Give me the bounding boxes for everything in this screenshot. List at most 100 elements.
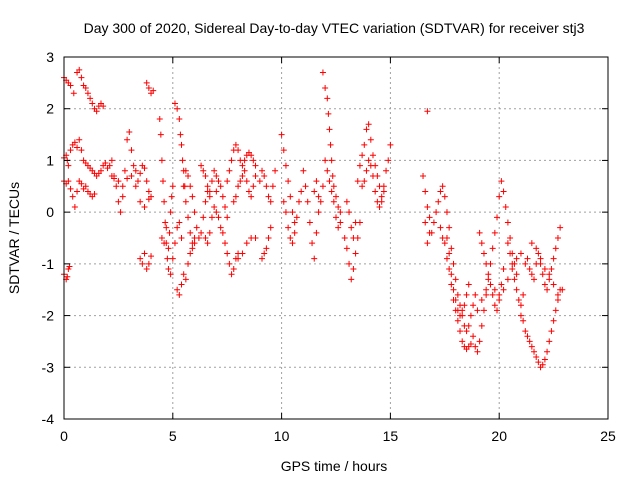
data-point	[128, 172, 135, 179]
data-point	[185, 214, 192, 221]
data-point	[145, 260, 152, 267]
data-point	[496, 297, 503, 304]
data-point	[137, 198, 144, 205]
data-point	[533, 245, 540, 252]
data-point	[383, 167, 390, 174]
data-point	[256, 178, 263, 185]
data-point	[387, 141, 394, 148]
data-point	[228, 157, 235, 164]
data-point	[293, 214, 300, 221]
data-point	[226, 167, 233, 174]
data-point	[156, 116, 163, 123]
y-tick-label: 0	[46, 204, 54, 220]
data-point	[480, 250, 487, 257]
data-point	[250, 183, 257, 190]
data-point	[494, 214, 501, 221]
data-point	[327, 141, 334, 148]
data-point	[148, 253, 155, 260]
data-point	[213, 172, 220, 179]
data-point	[176, 219, 183, 226]
data-point	[250, 157, 257, 164]
data-point	[237, 178, 244, 185]
data-point	[346, 260, 353, 267]
data-point	[219, 193, 226, 200]
y-axis-label: SDTVAR / TECUs	[6, 182, 22, 294]
data-point	[446, 266, 453, 273]
data-point	[424, 240, 431, 247]
data-point	[84, 90, 91, 97]
data-point	[541, 266, 548, 273]
data-point	[467, 312, 474, 319]
data-point	[143, 178, 150, 185]
data-point	[365, 121, 372, 128]
points-layer	[61, 66, 566, 371]
data-point	[450, 260, 457, 267]
data-point	[541, 356, 548, 363]
data-point	[187, 183, 194, 190]
data-point	[164, 255, 171, 262]
data-point	[91, 191, 98, 198]
data-point	[328, 188, 335, 195]
data-point	[182, 198, 189, 205]
data-point	[546, 271, 553, 278]
data-point	[483, 260, 490, 267]
data-point	[367, 136, 374, 143]
data-point	[187, 229, 194, 236]
data-point	[552, 245, 559, 252]
data-point	[65, 162, 72, 169]
data-point	[265, 193, 272, 200]
data-point	[145, 196, 152, 203]
data-point	[380, 183, 387, 190]
data-point	[315, 209, 322, 216]
data-point	[287, 235, 294, 241]
data-point	[554, 291, 561, 298]
data-point	[319, 69, 326, 76]
data-point	[485, 276, 492, 283]
data-point	[554, 235, 561, 241]
data-point	[89, 100, 96, 107]
data-point	[544, 286, 551, 293]
data-point	[248, 193, 255, 200]
data-point	[483, 286, 490, 293]
data-point	[145, 188, 152, 195]
data-point	[376, 203, 383, 210]
data-point	[333, 193, 339, 200]
data-point	[470, 333, 477, 340]
data-point	[139, 260, 146, 267]
data-point	[185, 172, 192, 179]
data-point	[167, 209, 174, 216]
data-point	[535, 359, 542, 366]
data-point	[452, 276, 459, 283]
data-point	[106, 162, 113, 169]
data-point	[215, 214, 222, 221]
data-point	[557, 224, 564, 231]
data-point	[239, 162, 246, 169]
data-point	[174, 224, 181, 231]
data-point	[513, 286, 520, 293]
data-point	[483, 291, 490, 298]
x-tick-label: 25	[600, 428, 616, 444]
data-point	[539, 361, 546, 368]
data-point	[206, 193, 213, 200]
data-point	[115, 198, 122, 205]
data-point	[111, 175, 118, 182]
data-point	[472, 343, 479, 350]
data-point	[78, 74, 85, 81]
data-point	[126, 128, 133, 135]
data-point	[426, 229, 433, 236]
data-point	[100, 103, 107, 110]
data-point	[448, 271, 455, 278]
data-point	[280, 198, 287, 205]
data-point	[78, 147, 85, 154]
data-point	[161, 240, 168, 247]
data-point	[176, 116, 183, 123]
data-point	[522, 328, 529, 335]
data-point	[313, 229, 320, 236]
data-point	[239, 250, 246, 257]
data-point	[198, 162, 205, 169]
data-point	[160, 178, 167, 185]
data-point	[182, 167, 189, 174]
data-point	[478, 322, 485, 329]
y-tick-label: -1	[42, 256, 55, 272]
data-point	[472, 291, 479, 298]
